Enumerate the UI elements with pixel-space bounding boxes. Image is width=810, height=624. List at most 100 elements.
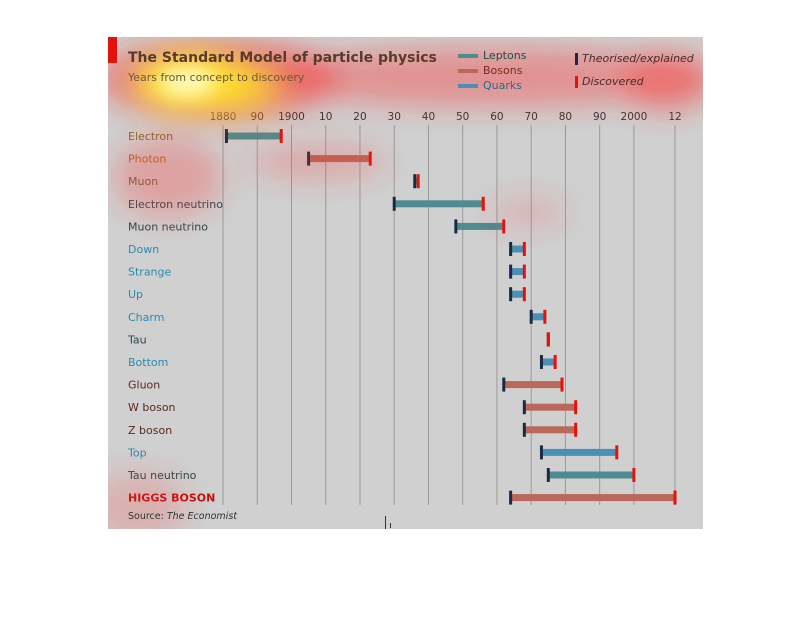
discovered-marker	[632, 468, 636, 482]
discovered-marker	[481, 196, 485, 211]
row-label: Bottom	[128, 356, 168, 369]
source-note: Source: The Economist	[128, 511, 237, 522]
theorised-marker	[454, 219, 458, 234]
text-cursor-mark	[385, 516, 386, 529]
bar-down	[510, 245, 525, 253]
bar-electron	[226, 132, 282, 140]
row-label: Muon neutrino	[128, 220, 208, 233]
bar-bottom	[541, 358, 556, 366]
bar-electron-neutrino	[394, 200, 484, 208]
discovered-marker	[574, 400, 578, 415]
x-tick-label: 90	[593, 111, 606, 123]
legend-swatch-quarks	[458, 84, 478, 88]
bar-gluon	[503, 381, 562, 389]
discovered-marker	[553, 355, 557, 369]
discovered-marker	[522, 264, 526, 279]
x-tick-label: 90	[251, 111, 264, 123]
discovered-marker	[522, 242, 526, 256]
legend-label-discovered: Discovered	[582, 75, 644, 88]
chart-subtitle: Years from concept to discovery	[128, 71, 305, 84]
x-tick-label: 80	[559, 111, 572, 123]
legend-label-theorised: Theorised/explained	[582, 52, 694, 65]
theorised-marker	[392, 196, 396, 211]
bar-top	[541, 448, 617, 456]
grid-layer	[222, 125, 676, 505]
row-label: W boson	[128, 401, 176, 414]
bar-muon-neutrino	[455, 222, 504, 230]
text-cursor-mark-tail	[390, 523, 391, 528]
discovered-marker	[673, 490, 677, 505]
bar-strange	[510, 268, 525, 276]
x-tick-label: 70	[524, 111, 537, 123]
legend-swatch-bosons	[458, 69, 478, 73]
bar-up	[510, 290, 525, 298]
row-label: Charm	[128, 311, 164, 324]
discovered-marker	[615, 445, 619, 460]
row-label: Electron neutrino	[128, 198, 223, 211]
bar-layer	[224, 129, 677, 505]
x-tick-label: 30	[388, 111, 401, 123]
theorised-marker	[539, 445, 543, 460]
row-label: Z boson	[128, 424, 172, 437]
discovered-marker	[560, 377, 564, 392]
source-name: The Economist	[166, 511, 237, 522]
row-label: Tau neutrino	[127, 469, 197, 482]
chart-svg: 1880 90 1900 10 20 30 40 50 60 70 80 90 2000 12 Elect…	[127, 111, 682, 505]
chart-panel: 1880 90 1900 10 20 30 40 50 60 70 80 90 2000 12 Elect…	[108, 37, 703, 529]
legend-marker-discovered	[575, 76, 578, 88]
theorised-marker	[509, 242, 513, 256]
legend-marker-theorised	[575, 53, 578, 65]
theorised-marker	[529, 309, 533, 324]
theorised-marker	[539, 355, 543, 369]
x-tick-label: 2000	[621, 111, 648, 123]
bar-higgs-boson	[510, 494, 675, 502]
row-label: Down	[128, 243, 159, 256]
legend-label-leptons: Leptons	[483, 49, 527, 62]
discovered-marker	[416, 174, 420, 189]
discovered-marker	[574, 422, 578, 437]
theorised-marker	[509, 264, 513, 279]
tick-layer: 1880 90 1900 10 20 30 40 50 60 70 80 90 2000 12	[210, 111, 682, 123]
x-tick-label: 1880	[210, 111, 237, 123]
discovered-marker	[368, 151, 372, 166]
bar-z-boson	[524, 426, 576, 434]
row-label: Muon	[128, 175, 158, 188]
chart-title: The Standard Model of particle physics	[128, 50, 437, 66]
theorised-marker	[522, 422, 526, 437]
x-tick-label: 40	[422, 111, 435, 123]
discovered-marker	[546, 332, 550, 347]
x-tick-label: 10	[319, 111, 332, 123]
legend-label-quarks: Quarks	[483, 79, 522, 92]
row-label: Strange	[128, 266, 172, 279]
legend-label-bosons: Bosons	[483, 64, 523, 77]
row-label: Top	[127, 446, 147, 459]
row-label: Electron	[128, 130, 173, 143]
bar-w-boson	[524, 403, 576, 411]
theorised-marker	[546, 468, 550, 482]
theorised-marker	[509, 287, 513, 302]
theorised-marker	[509, 490, 513, 505]
row-label: Gluon	[128, 379, 160, 392]
theorised-marker	[224, 129, 228, 143]
x-tick-label: 50	[456, 111, 469, 123]
row-label: Up	[128, 288, 143, 301]
row-label: Tau	[127, 333, 147, 346]
theorised-marker	[502, 377, 506, 392]
x-tick-label: 1900	[278, 111, 305, 123]
bar-tau-neutrino	[548, 471, 634, 479]
row-label-layer: Electron Photon Muon Electron neutrino Muon …	[127, 130, 223, 505]
bar-muon	[414, 177, 419, 185]
row-label: HIGGS BOSON	[128, 492, 215, 505]
source-label: Source:	[128, 511, 167, 522]
bar-charm	[531, 313, 545, 321]
discovered-marker	[279, 129, 283, 143]
brand-red-bar	[108, 37, 117, 63]
discovered-marker	[502, 219, 506, 234]
row-label: Photon	[128, 153, 166, 166]
discovered-marker	[543, 309, 547, 324]
discovered-marker	[522, 287, 526, 302]
theorised-marker	[522, 400, 526, 415]
theorised-marker	[413, 174, 417, 189]
legend-swatch-leptons	[458, 54, 478, 58]
x-tick-label: 12	[668, 111, 681, 123]
